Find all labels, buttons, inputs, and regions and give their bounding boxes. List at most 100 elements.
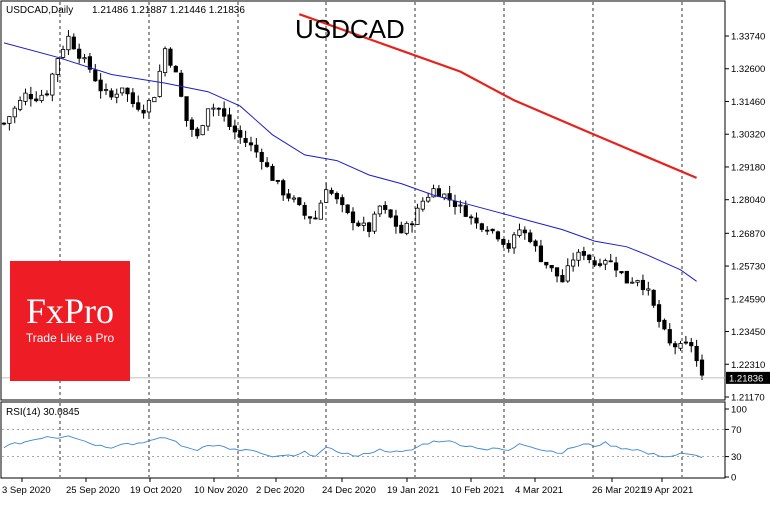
candle <box>77 43 82 64</box>
candle <box>243 130 248 147</box>
candle <box>528 229 533 244</box>
candle <box>275 180 280 185</box>
candle-body <box>651 289 656 306</box>
candle-body <box>447 193 452 201</box>
candle <box>71 33 76 50</box>
candle-body <box>44 93 50 96</box>
candle <box>683 335 688 345</box>
candle-body <box>141 109 146 114</box>
candle-body <box>120 87 125 94</box>
candle-body <box>281 180 286 196</box>
candle <box>329 187 334 196</box>
price-tick-label: 1.24590 <box>731 294 765 305</box>
candle <box>232 119 237 140</box>
candle <box>646 281 651 296</box>
candle <box>651 289 656 308</box>
candle-body <box>130 92 135 104</box>
candle <box>656 299 662 328</box>
candle <box>640 274 646 296</box>
rsi-series <box>3 435 703 459</box>
rsi-tick-label: 100 <box>731 405 747 416</box>
candle-body <box>479 223 484 230</box>
candle <box>286 188 291 202</box>
candle <box>98 73 103 99</box>
candle <box>87 53 93 73</box>
candle <box>28 86 33 107</box>
candle <box>367 221 372 238</box>
candle <box>613 256 619 278</box>
candle <box>447 185 452 208</box>
time-tick-label: 4 Mar 2021 <box>515 485 563 496</box>
candle-body <box>324 189 329 203</box>
candle <box>506 239 511 253</box>
candle <box>318 199 323 220</box>
candle <box>125 87 130 102</box>
candle-body <box>377 205 382 215</box>
candle <box>216 107 221 116</box>
candle <box>544 261 549 269</box>
candle <box>18 96 23 112</box>
candle <box>189 117 195 137</box>
candle-body <box>34 98 39 102</box>
candle-body <box>490 228 495 232</box>
candle <box>200 124 205 136</box>
candle-body <box>222 108 227 117</box>
logo-tagline: Trade Like a Pro <box>25 331 115 345</box>
candle-body <box>533 240 538 247</box>
candle-body <box>39 94 44 101</box>
candle-body <box>469 216 474 219</box>
candle-body <box>248 142 254 146</box>
candle-body <box>87 56 93 70</box>
candle-body <box>286 193 291 199</box>
candle <box>168 47 173 68</box>
candle <box>307 216 313 225</box>
candle-body <box>624 270 629 284</box>
candle-body <box>517 229 522 236</box>
candle-body <box>538 245 544 263</box>
candle <box>152 96 157 103</box>
candle-body <box>168 48 173 66</box>
candle <box>313 210 318 220</box>
candle <box>469 214 474 225</box>
candle-body <box>329 189 334 194</box>
time-tick-label: 10 Nov 2020 <box>194 485 248 496</box>
candle-body <box>372 213 377 232</box>
candle <box>393 209 399 234</box>
candle <box>291 195 297 203</box>
candle <box>205 108 211 131</box>
candle-body <box>581 250 586 256</box>
candle-body <box>297 197 302 206</box>
candle-body <box>699 359 705 376</box>
candle <box>361 216 366 232</box>
candle-body <box>146 99 152 113</box>
candle-body <box>103 89 109 91</box>
candle <box>334 191 339 204</box>
candle <box>619 271 624 275</box>
candle <box>581 246 586 261</box>
candle-body <box>656 304 662 322</box>
candle-body <box>404 222 409 234</box>
candle-body <box>238 130 243 138</box>
candle <box>324 182 329 203</box>
candle-body <box>501 239 506 245</box>
price-tick-label: 1.23450 <box>731 327 765 338</box>
candle <box>254 138 259 158</box>
price-tick-label: 1.29180 <box>731 162 765 173</box>
candle <box>565 258 570 283</box>
candle <box>694 339 699 367</box>
time-tick-label: 2 Dec 2020 <box>256 485 305 496</box>
candle <box>340 194 345 213</box>
candle-body <box>184 96 189 122</box>
candle <box>345 204 350 215</box>
candle-body <box>275 180 280 182</box>
candle-body <box>211 107 216 110</box>
candle <box>270 163 275 181</box>
candle <box>485 226 490 235</box>
candle <box>50 72 55 102</box>
rsi-tick-label: 30 <box>731 452 742 463</box>
candle-body <box>662 319 667 330</box>
candle-body <box>232 125 237 133</box>
candle-body <box>393 215 399 227</box>
candle-body <box>302 204 307 216</box>
candle <box>248 136 254 152</box>
